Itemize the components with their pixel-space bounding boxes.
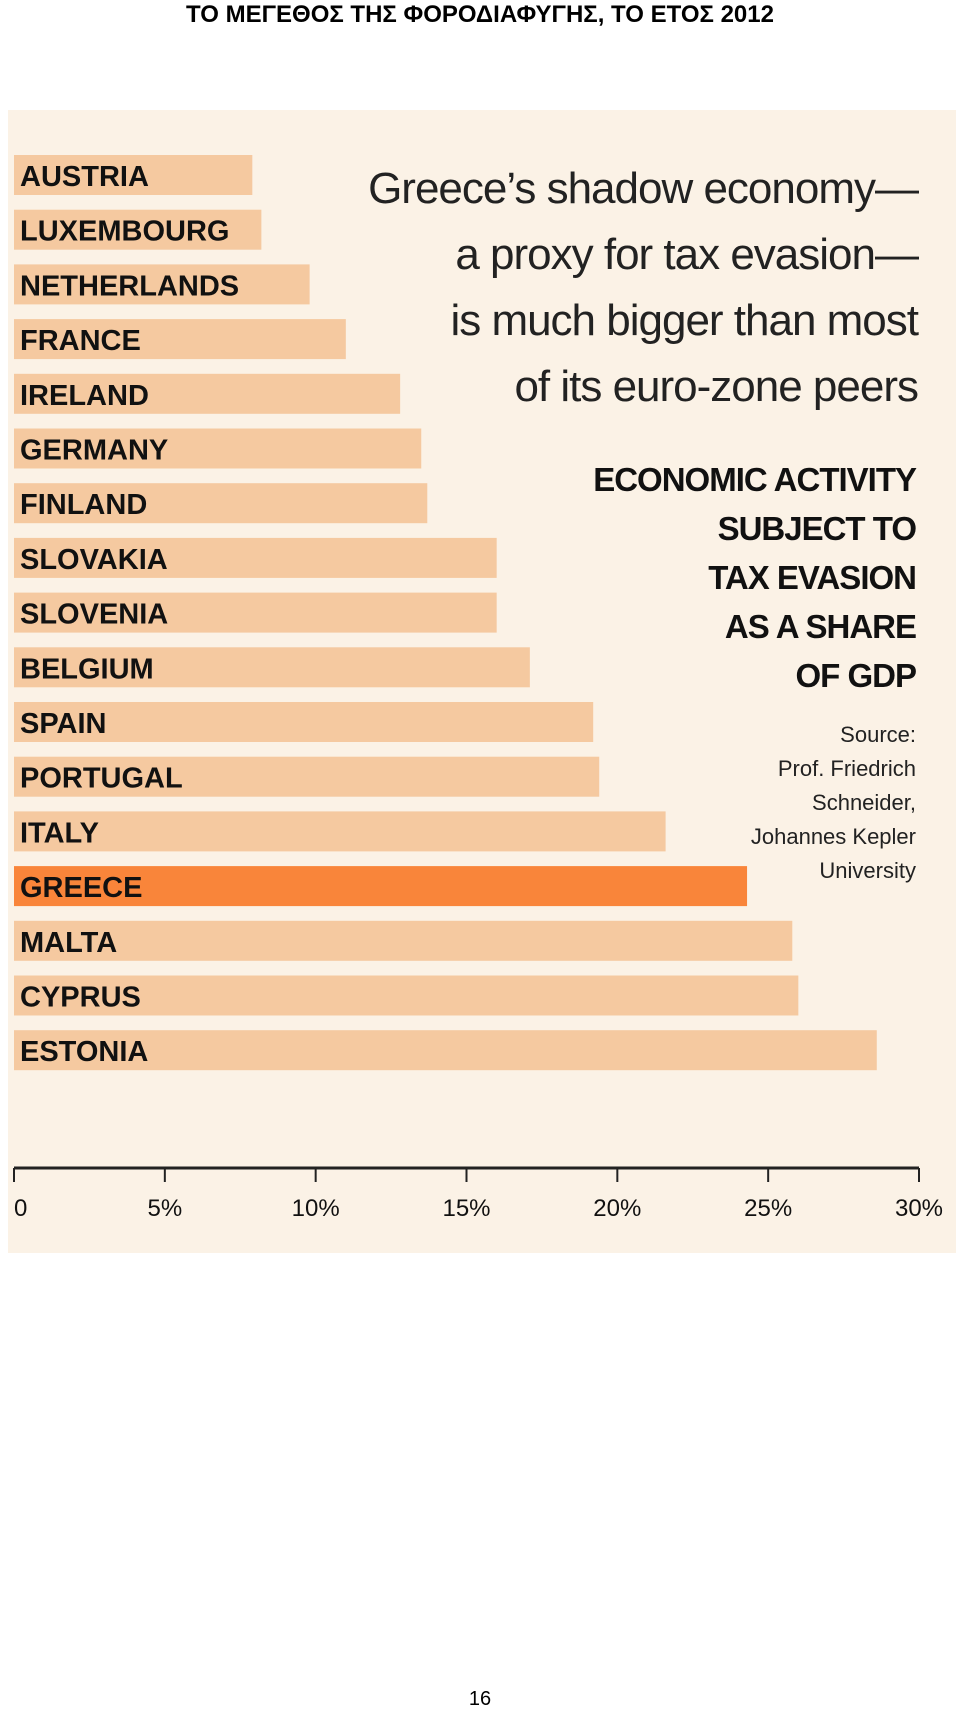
chart-source: Source: Prof. Friedrich Schneider, Johan… [616,718,916,888]
headline-line: a proxy for tax evasion— [455,230,919,279]
x-tick-label: 15% [442,1195,490,1222]
bar-malta [14,920,793,961]
bar-label: ESTONIA [20,1036,148,1068]
bar-portugal [14,756,600,797]
bar-germany [14,428,422,469]
chart-headline: Greece’s shadow economy— a proxy for tax… [358,156,919,420]
bar-label: FRANCE [20,325,141,357]
source-line: Prof. Friedrich [777,756,916,781]
subhead-line: ECONOMIC ACTIVITY [593,461,917,498]
bar-label: PORTUGAL [20,763,183,795]
headline-line: is much bigger than most [450,296,919,345]
bar-belgium [14,647,530,688]
x-tick-label: 20% [593,1195,641,1222]
source-line: Johannes Kepler [750,824,916,849]
bar-spain [14,702,594,742]
subhead-line: OF GDP [795,657,917,694]
bar-austria [14,155,253,195]
bar-chart: AUSTRIA LUXEMBOURG NETHERLANDS FRANCE IRELAN… [13,155,943,1222]
bar-label: SLOVAKIA [20,544,168,576]
bar-finland [14,483,428,524]
bar-luxembourg [14,209,262,250]
source-line: University [819,858,916,883]
subhead-line: SUBJECT TO [717,510,917,547]
x-tick-label: 5% [147,1195,182,1222]
bar-slovenia [14,592,497,633]
bar-label: BELGIUM [20,653,154,685]
bar-label: IRELAND [20,380,149,412]
subhead-line: AS A SHARE [724,608,917,645]
bar-label: ITALY [20,817,99,849]
x-tick-label: 25% [744,1195,792,1222]
bar-italy [14,811,666,852]
bar-netherlands [14,264,310,305]
bar-label: MALTA [20,927,117,959]
bar-ireland [14,373,401,414]
bar-label: SLOVENIA [20,599,168,631]
x-tick-label: 30% [895,1195,943,1222]
bar-label: AUSTRIA [20,161,149,193]
page-heading: ΤΟ ΜΕΓΕΘΟΣ ΤΗΣ ΦΟΡΟΔΙΑΦΥΓΗΣ, ΤΟ ΕΤΟΣ 201… [186,1,774,28]
page-number: 16 [468,1688,492,1710]
source-line: Schneider, [812,790,916,815]
x-tick-label: 10% [292,1195,340,1222]
chart-subhead: ECONOMIC ACTIVITY SUBJECT TO TAX EVASION… [536,455,917,700]
bar-greece [14,866,748,907]
bar-label: FINLAND [20,489,147,521]
chart-figure: AUSTRIA LUXEMBOURG NETHERLANDS FRANCE IRELAN… [8,110,956,1253]
bar-france [14,319,346,360]
source-line: Source: [840,722,916,747]
headline-line: Greece’s shadow economy— [368,164,919,213]
bar-cyprus [14,975,799,1016]
subhead-line: TAX EVASION [708,559,917,596]
bar-estonia [14,1030,877,1071]
bar-label: GREECE [20,872,142,904]
bar-label: SPAIN [20,708,106,740]
bar-slovakia [14,537,497,578]
bar-label: CYPRUS [20,982,141,1014]
bar-label: LUXEMBOURG [20,216,229,248]
x-tick-label: 0 [14,1195,27,1222]
bar-label: GERMANY [20,435,168,467]
headline-line: of its euro-zone peers [514,362,919,411]
bar-label: NETHERLANDS [20,270,239,302]
